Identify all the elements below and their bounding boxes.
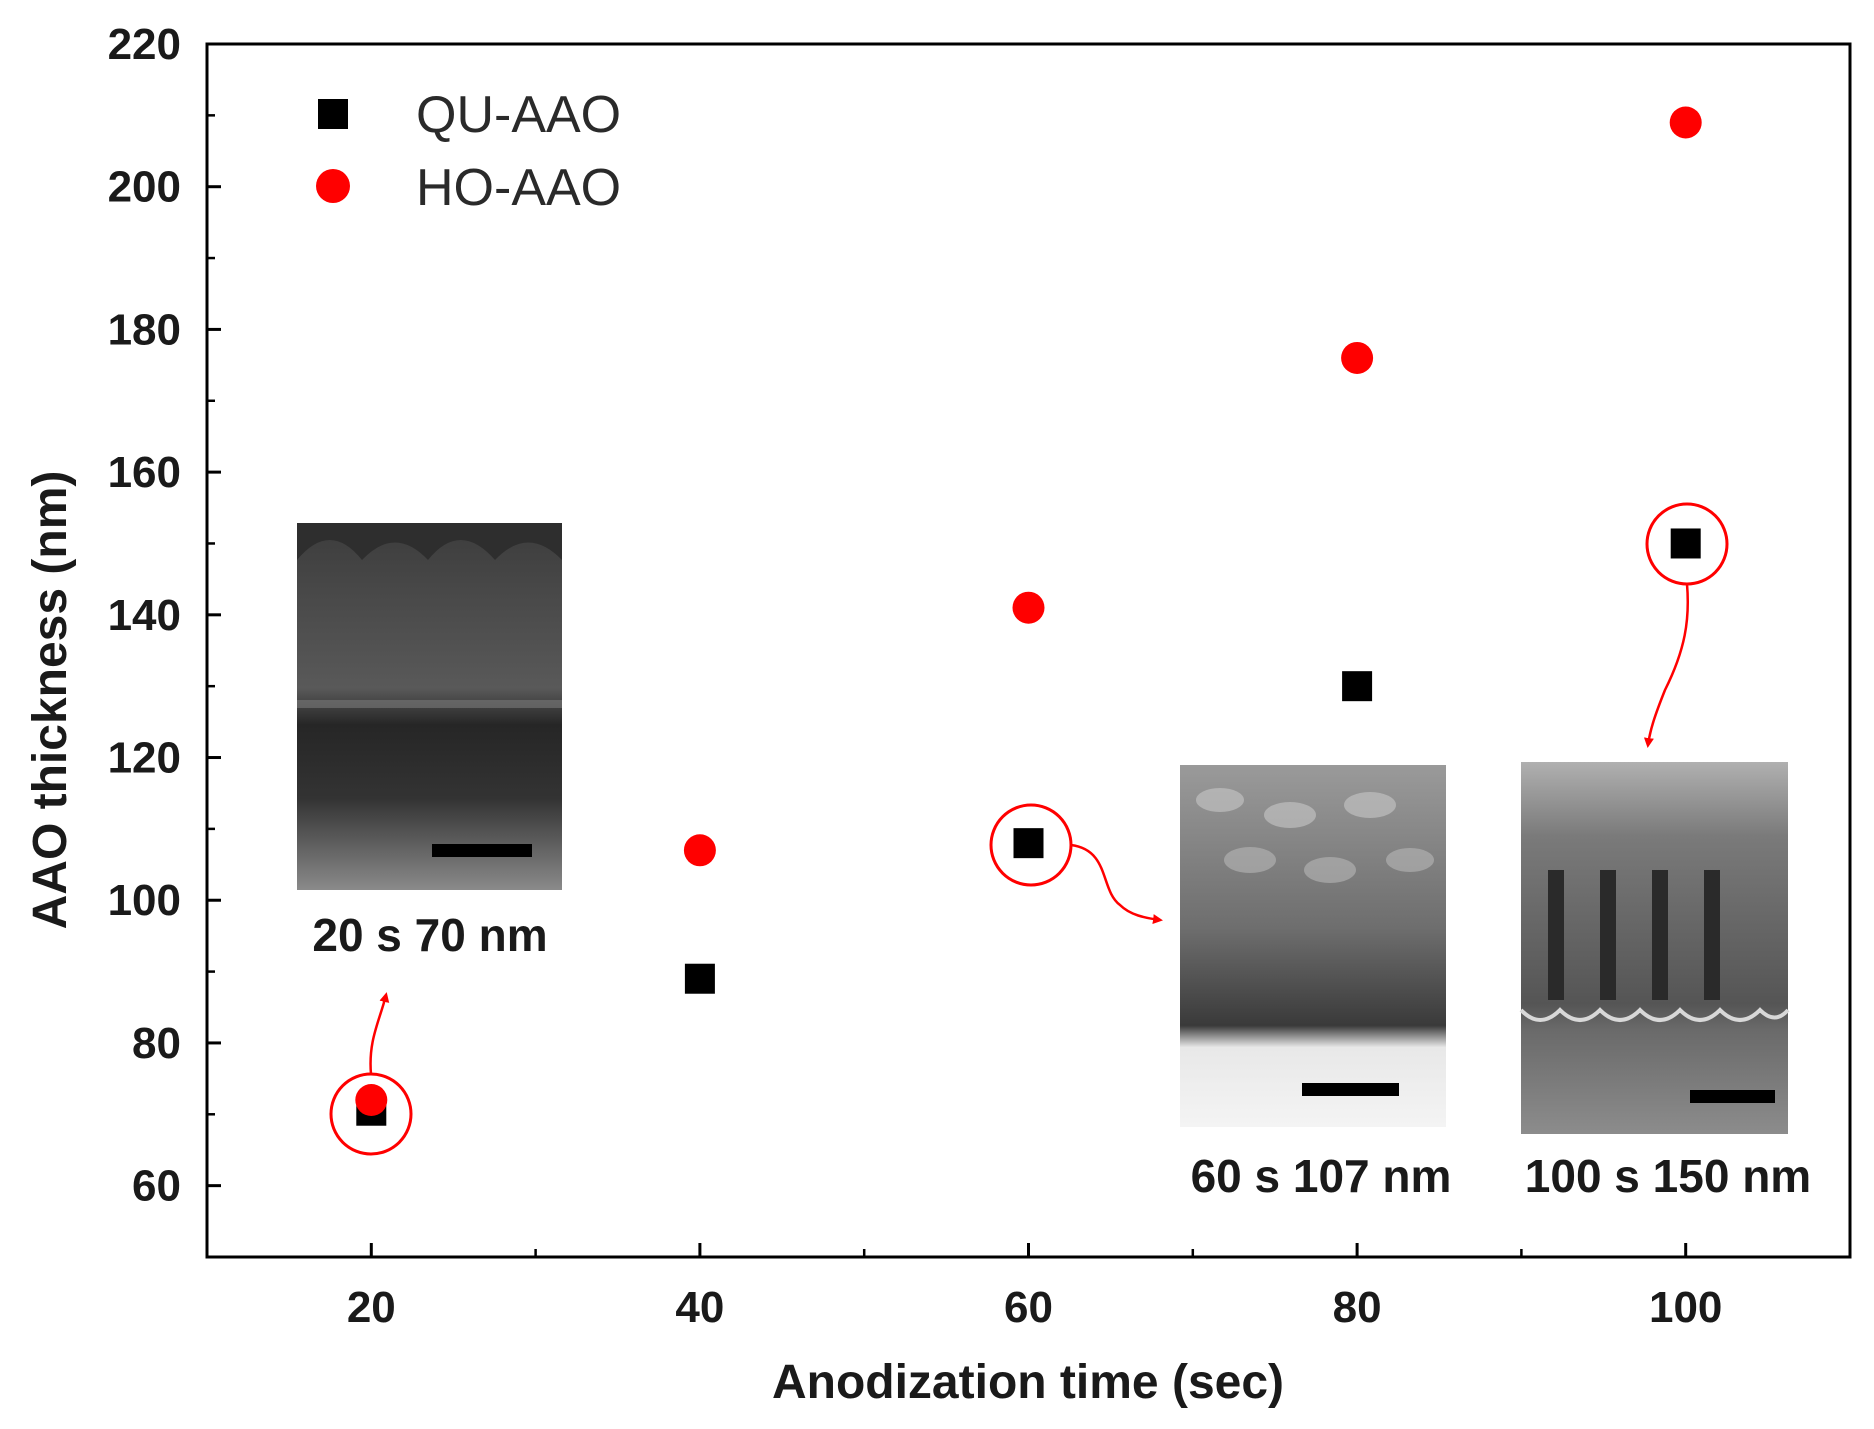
annotation-60s: [989, 803, 1163, 925]
sem-inset-20s: [297, 523, 562, 890]
legend-label-qu-aao: QU-AAO: [416, 86, 621, 144]
data-point-ho-aao: [1341, 341, 1374, 374]
data-point-qu-aao: [1670, 528, 1701, 559]
y-tick-label: 200: [108, 163, 181, 212]
x-axis-title: Anodization time (sec): [772, 1356, 1284, 1409]
legend-marker-qu-aao: [318, 99, 348, 129]
inset-caption-20s: 20 s 70 nm: [312, 909, 547, 961]
y-tick-label: 220: [108, 20, 181, 69]
y-tick-label: 120: [108, 734, 181, 783]
data-point-ho-aao: [1012, 591, 1045, 624]
data-point-qu-aao: [1342, 671, 1373, 702]
legend: QU-AAO HO-AAO: [316, 86, 621, 217]
x-tick-label: 80: [1333, 1283, 1382, 1332]
data-point-ho-aao: [683, 834, 716, 867]
y-tick-label: 160: [108, 448, 181, 497]
y-tick-label: 80: [132, 1019, 181, 1068]
sem-inset-60s: [1180, 765, 1446, 1127]
data-point-qu-aao: [684, 963, 715, 994]
y-tick-label: 100: [108, 876, 181, 925]
y-tick-label: 140: [108, 591, 181, 640]
y-axis-tick-labels: 60 80 100 120 140 160 180 200 220: [108, 20, 181, 1211]
x-tick-label: 100: [1649, 1283, 1722, 1332]
inset-caption-100s: 100 s 150 nm: [1525, 1150, 1811, 1202]
data-point-ho-aao: [1669, 106, 1702, 139]
legend-marker-ho-aao: [316, 169, 350, 203]
x-axis-tick-labels: 20 40 60 80 100: [347, 1283, 1723, 1332]
x-tick-label: 40: [675, 1283, 724, 1332]
inset-caption-60s: 60 s 107 nm: [1191, 1150, 1452, 1202]
x-axis-ticks: [369, 1243, 1688, 1257]
scale-bar: [432, 844, 532, 857]
x-tick-label: 60: [1004, 1283, 1053, 1332]
annotation-20s: [329, 992, 413, 1156]
y-axis-title: AAO thickness (nm): [24, 471, 77, 930]
y-axis-ticks: [207, 42, 221, 1188]
y-tick-label: 180: [108, 305, 181, 354]
legend-label-ho-aao: HO-AAO: [416, 159, 621, 217]
scale-bar: [1302, 1083, 1399, 1096]
annotation-100s: [1643, 502, 1729, 748]
scale-bar: [1690, 1090, 1775, 1103]
data-markers: [355, 106, 1702, 1126]
data-point-ho-aao: [355, 1084, 388, 1117]
x-tick-label: 20: [347, 1283, 396, 1332]
data-point-qu-aao: [1013, 828, 1044, 859]
sem-inset-100s: [1519, 762, 1790, 1134]
y-tick-label: 60: [132, 1162, 181, 1211]
